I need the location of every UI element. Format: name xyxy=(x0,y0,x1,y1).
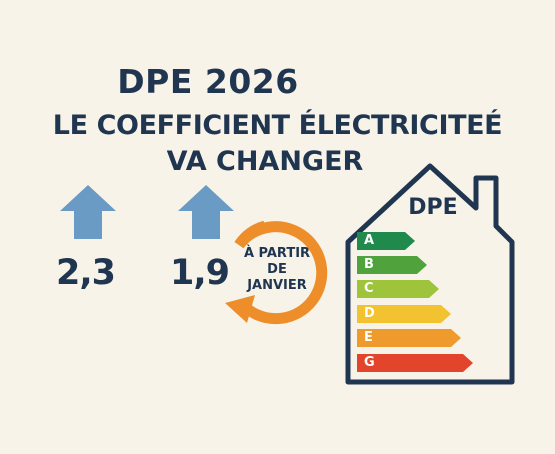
page-title: DPE 2026 xyxy=(117,62,299,101)
energy-class-bar-g: G xyxy=(357,354,473,372)
energy-class-letter: D xyxy=(364,306,375,321)
energy-class-bar-e: E xyxy=(357,329,461,347)
dpe-label-title: DPE xyxy=(408,195,458,220)
old-coefficient-value: 2,3 xyxy=(56,253,116,293)
up-arrow-icon xyxy=(60,185,116,239)
cycle-badge-text: À PARTIR DE JANVIER xyxy=(234,246,320,294)
energy-class-letter: C xyxy=(364,281,374,296)
subtitle-line-2: VA CHANGER xyxy=(166,146,364,177)
energy-class-bar-a: A xyxy=(357,232,415,250)
cycle-badge-line-2: DE xyxy=(267,262,287,277)
energy-class-bar-c: C xyxy=(357,280,439,298)
up-arrow-icon xyxy=(178,185,234,239)
energy-class-letter: G xyxy=(364,355,375,370)
house-icon xyxy=(336,160,522,390)
energy-class-letter: A xyxy=(364,233,375,248)
new-coefficient-value: 1,9 xyxy=(170,253,230,293)
cycle-badge-line-1: À PARTIR xyxy=(243,246,311,261)
energy-class-bar-d: D xyxy=(357,305,451,323)
cycle-badge-line-3: JANVIER xyxy=(247,278,307,293)
energy-class-letter: B xyxy=(364,257,374,272)
subtitle-line-1: LE COEFFICIENT ÉLECTRICITEÉ xyxy=(52,110,503,141)
energy-class-bar-b: B xyxy=(357,256,427,274)
energy-class-letter: E xyxy=(364,330,373,345)
circular-arrow-icon xyxy=(213,207,339,333)
